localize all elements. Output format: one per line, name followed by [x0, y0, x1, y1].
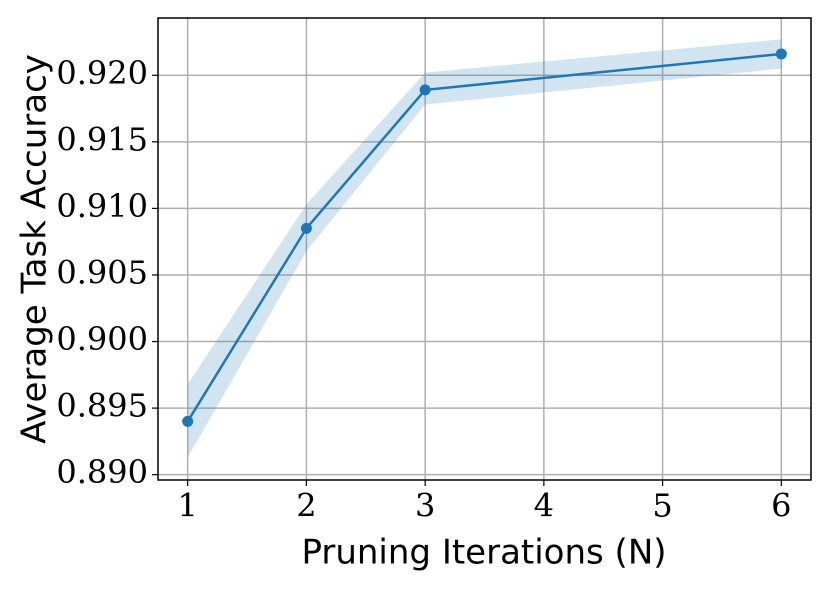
y-tick-label: 0.890 — [56, 453, 148, 491]
confidence-band — [187, 39, 782, 458]
y-tick-label: 0.920 — [56, 54, 148, 92]
plot-frame — [157, 17, 812, 481]
y-tick-label: 0.895 — [56, 387, 148, 425]
x-tick-label: 6 — [771, 487, 791, 525]
point — [300, 222, 312, 234]
x-tick-label: 1 — [178, 487, 198, 525]
x-tick-label: 4 — [534, 487, 554, 525]
y-axis-label: Average Task Accuracy — [15, 54, 55, 444]
y-tick-label: 0.915 — [56, 120, 148, 158]
x-axis-label: Pruning Iterations (N) — [301, 533, 666, 573]
x-tick-label: 2 — [296, 487, 316, 525]
y-tick-label: 0.900 — [56, 320, 148, 358]
y-tick-label: 0.910 — [56, 187, 148, 225]
line — [186, 52, 782, 423]
y-tick-label: 0.905 — [56, 253, 148, 291]
x-tick-label: 3 — [415, 487, 435, 525]
point — [419, 84, 431, 96]
x-tick-label: 5 — [652, 487, 672, 525]
point — [775, 48, 787, 60]
point — [182, 415, 194, 427]
